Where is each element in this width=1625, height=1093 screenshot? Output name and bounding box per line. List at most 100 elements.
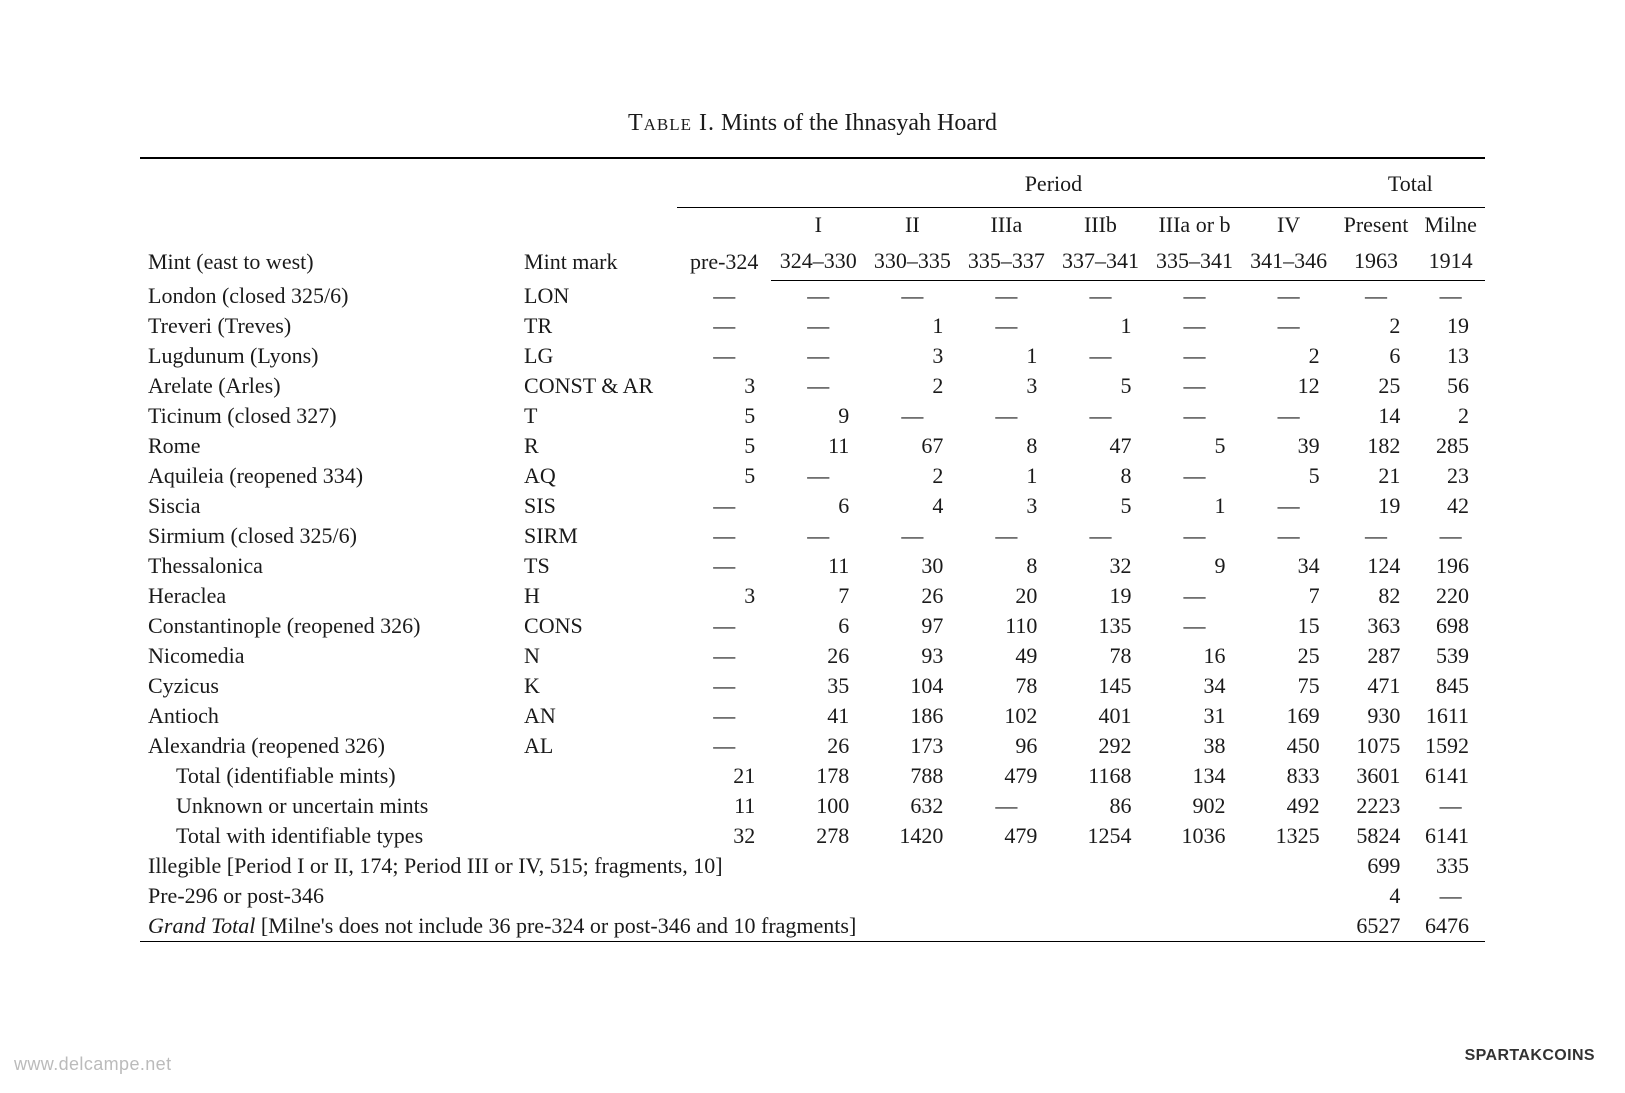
- cell: 3: [677, 581, 771, 611]
- mint-label: Sirmium (closed 325/6): [140, 521, 516, 551]
- mints-table: Period Total Mint (east to west) Mint ma…: [140, 157, 1485, 942]
- cell: 23: [1416, 461, 1485, 491]
- cell: 19: [1416, 311, 1485, 341]
- cell: 124: [1336, 551, 1417, 581]
- cell: 632: [865, 791, 959, 821]
- cell: 1420: [865, 821, 959, 851]
- cell: —: [959, 311, 1053, 341]
- mint-mark: CONS: [516, 611, 677, 641]
- cell: 30: [865, 551, 959, 581]
- cell: 4: [865, 491, 959, 521]
- cell: 6: [771, 611, 865, 641]
- mint-mark: TR: [516, 311, 677, 341]
- title-rest: Mints of the Ihnasyah Hoard: [715, 110, 997, 136]
- cell: 2: [865, 461, 959, 491]
- cell: 5: [677, 461, 771, 491]
- cell: 3: [959, 371, 1053, 401]
- cell: —: [1053, 281, 1147, 312]
- cell: —: [1416, 791, 1485, 821]
- cell: 1611: [1416, 701, 1485, 731]
- cell: 845: [1416, 671, 1485, 701]
- cell: —: [771, 371, 865, 401]
- cell: 2: [865, 371, 959, 401]
- cell: —: [865, 281, 959, 312]
- note-row: Pre-296 or post-3464—: [140, 881, 1485, 911]
- cell: 3: [677, 371, 771, 401]
- cell: 292: [1053, 731, 1147, 761]
- cell: 178: [771, 761, 865, 791]
- watermark-text: www.delcampe.net: [14, 1054, 171, 1075]
- mint-mark: AN: [516, 701, 677, 731]
- subtotal-label: Unknown or uncertain mints: [140, 791, 516, 821]
- col-IIIa-top: IIIa: [959, 208, 1053, 245]
- cell: 3: [865, 341, 959, 371]
- cell: —: [771, 521, 865, 551]
- cell: 539: [1416, 641, 1485, 671]
- mint-label: Antioch: [140, 701, 516, 731]
- cell: 100: [771, 791, 865, 821]
- cell: —: [677, 551, 771, 581]
- cell: —: [1242, 491, 1336, 521]
- cell: 3: [959, 491, 1053, 521]
- mint-mark: SIS: [516, 491, 677, 521]
- mint-label: Constantinople (reopened 326): [140, 611, 516, 641]
- cell: 14: [1336, 401, 1417, 431]
- table-row: SisciaSIS—64351—1942: [140, 491, 1485, 521]
- cell: —: [1336, 281, 1417, 312]
- cell: —: [1336, 521, 1417, 551]
- col-I-top: I: [771, 208, 865, 245]
- col-IV-top: IV: [1242, 208, 1336, 245]
- cell: 479: [959, 761, 1053, 791]
- table-row: Aquileia (reopened 334)AQ5—218—52123: [140, 461, 1485, 491]
- col-II-bot: 330–335: [865, 244, 959, 281]
- col-IIIab-top: IIIa or b: [1147, 208, 1241, 245]
- col-present-bot: 1963: [1336, 244, 1417, 281]
- cell: —: [677, 701, 771, 731]
- cell: —: [1053, 521, 1147, 551]
- table-row: London (closed 325/6)LON—————————: [140, 281, 1485, 312]
- mint-mark: AQ: [516, 461, 677, 491]
- cell: 93: [865, 641, 959, 671]
- cell: 1: [1053, 311, 1147, 341]
- col-mark: Mint mark: [516, 208, 677, 281]
- cell: 41: [771, 701, 865, 731]
- col-milne-bot: 1914: [1416, 244, 1485, 281]
- cell: 401: [1053, 701, 1147, 731]
- cell: 1325: [1242, 821, 1336, 851]
- cell: —: [677, 281, 771, 312]
- cell: —: [1147, 281, 1241, 312]
- table-row: ThessalonicaTS—1130832934124196: [140, 551, 1485, 581]
- cell: —: [1147, 611, 1241, 641]
- cell: —: [1147, 371, 1241, 401]
- cell: 8: [1053, 461, 1147, 491]
- cell: 9: [1147, 551, 1241, 581]
- grand-total-row: Grand Total [Milne's does not include 36…: [140, 911, 1485, 942]
- cell: —: [959, 791, 1053, 821]
- cell: 902: [1147, 791, 1241, 821]
- cell: 1: [959, 341, 1053, 371]
- note-label: Illegible [Period I or II, 174; Period I…: [140, 851, 1336, 881]
- table-title: Table I. Mints of the Ihnasyah Hoard: [140, 110, 1485, 137]
- cell: —: [1147, 341, 1241, 371]
- col-I-bot: 324–330: [771, 244, 865, 281]
- cell: 56: [1416, 371, 1485, 401]
- cell: 698: [1416, 611, 1485, 641]
- cell: 5: [1147, 431, 1241, 461]
- cell: 31: [1147, 701, 1241, 731]
- cell: 5: [1053, 371, 1147, 401]
- table-row: AntiochAN—41186102401311699301611: [140, 701, 1485, 731]
- cell: 169: [1242, 701, 1336, 731]
- cell: 32: [677, 821, 771, 851]
- cell: —: [1242, 311, 1336, 341]
- cell: 6141: [1416, 761, 1485, 791]
- cell: —: [677, 521, 771, 551]
- table-row: Arelate (Arles)CONST & AR3—235—122556: [140, 371, 1485, 401]
- cell: 135: [1053, 611, 1147, 641]
- cell: 5: [677, 401, 771, 431]
- cell: 788: [865, 761, 959, 791]
- present-cell: 699: [1336, 851, 1417, 881]
- subtotal-label: Total (identifiable mints): [140, 761, 516, 791]
- cell: 6: [1336, 341, 1417, 371]
- col-IIIb-top: IIIb: [1053, 208, 1147, 245]
- cell: 75: [1242, 671, 1336, 701]
